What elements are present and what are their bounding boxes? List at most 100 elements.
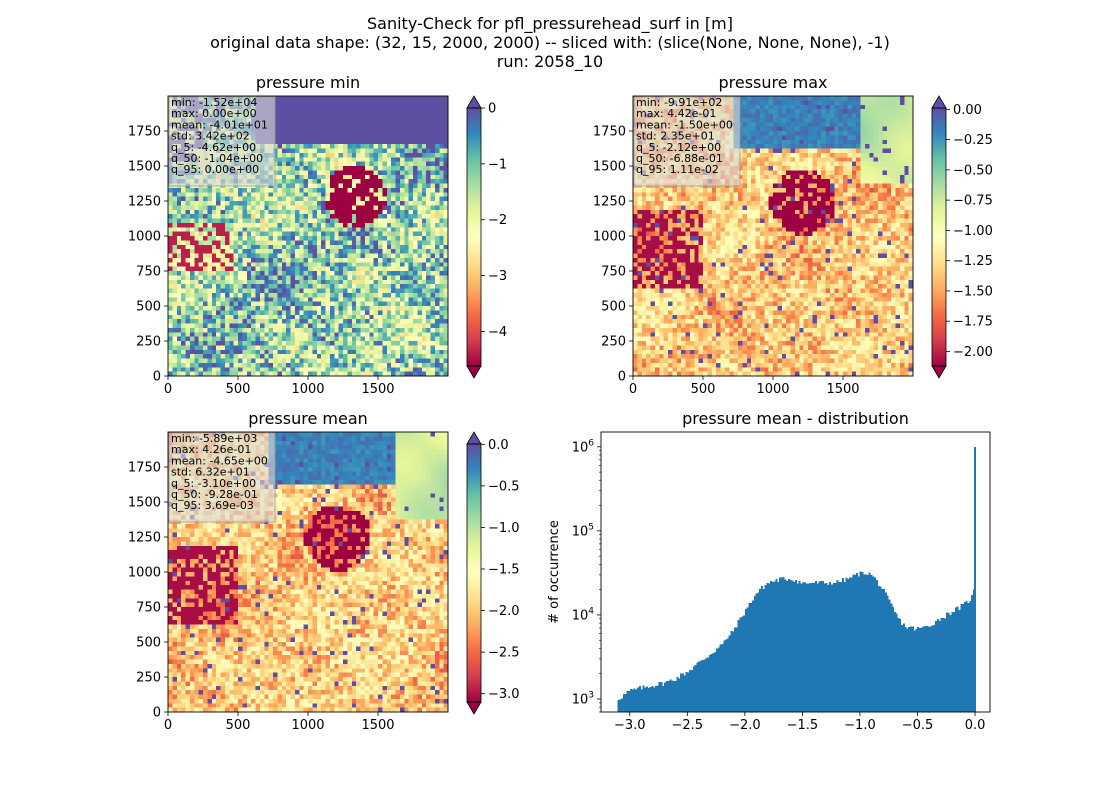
heatmap-cell bbox=[168, 319, 173, 324]
heatmap-cell bbox=[426, 144, 431, 149]
heatmap-cell bbox=[294, 109, 300, 114]
heatmap-cell bbox=[198, 319, 204, 324]
heatmap-cell bbox=[238, 218, 243, 224]
heatmap-cell bbox=[417, 275, 423, 281]
heatmap-cell bbox=[439, 306, 444, 311]
heatmap-cell bbox=[176, 314, 182, 320]
heatmap-cell bbox=[316, 279, 322, 285]
heatmap-cell bbox=[189, 306, 195, 311]
heatmap-cell bbox=[408, 179, 414, 184]
heatmap-cell bbox=[759, 109, 765, 114]
heatmap-cell bbox=[299, 187, 304, 193]
heatmap-cell bbox=[378, 174, 383, 180]
heatmap-cell bbox=[220, 323, 226, 329]
heatmap-cell bbox=[386, 275, 392, 281]
heatmap-cell bbox=[395, 362, 401, 368]
heatmap-cell bbox=[838, 131, 844, 136]
heatmap-cell bbox=[268, 306, 274, 311]
heatmap-cell bbox=[172, 319, 178, 324]
heatmap-cell bbox=[343, 183, 348, 189]
heatmap-cell bbox=[181, 362, 186, 368]
heatmap-cell bbox=[347, 345, 353, 351]
heatmap-cell bbox=[899, 139, 905, 145]
heatmap-cell bbox=[443, 166, 449, 171]
heatmap-cell bbox=[399, 314, 405, 320]
heatmap-cell bbox=[224, 284, 230, 289]
heatmap-cell bbox=[794, 113, 800, 119]
heatmap-cell bbox=[211, 266, 217, 272]
heatmap-cell bbox=[860, 135, 866, 141]
heatmap-cell bbox=[395, 358, 401, 364]
heatmap-cell bbox=[829, 109, 835, 114]
heatmap-cell bbox=[373, 358, 379, 364]
heatmap-cell bbox=[790, 109, 796, 114]
heatmap-cell bbox=[360, 126, 366, 132]
heatmap-cell bbox=[439, 323, 444, 329]
heatmap-cell bbox=[360, 122, 366, 127]
heatmap-cell bbox=[351, 306, 357, 311]
heatmap-cell bbox=[873, 104, 879, 110]
heatmap-cell bbox=[194, 236, 199, 241]
heatmap-cell bbox=[786, 126, 791, 132]
heatmap-cell bbox=[391, 135, 396, 141]
heatmap-cell bbox=[185, 271, 191, 276]
heatmap-cell bbox=[351, 336, 357, 342]
heatmap-cell bbox=[316, 354, 322, 359]
heatmap-cell bbox=[746, 122, 752, 127]
heatmap-cell bbox=[290, 323, 296, 329]
heatmap-cell bbox=[347, 306, 353, 311]
heatmap-cell bbox=[325, 148, 331, 154]
heatmap-cell bbox=[878, 131, 883, 136]
heatmap-cell bbox=[364, 214, 370, 219]
heatmap-cell bbox=[281, 362, 287, 368]
heatmap-cell bbox=[369, 362, 374, 368]
heatmap-cell bbox=[404, 205, 409, 211]
heatmap-cell bbox=[364, 161, 370, 167]
heatmap-cell bbox=[321, 341, 326, 346]
heatmap-cell bbox=[338, 148, 344, 154]
heatmap-cell bbox=[391, 227, 396, 232]
heatmap-cell bbox=[777, 109, 783, 114]
heatmap-cell bbox=[220, 371, 226, 377]
heatmap-cell bbox=[404, 367, 409, 372]
heatmap-cell bbox=[246, 306, 252, 311]
heatmap-cell bbox=[351, 122, 357, 127]
heatmap-cell bbox=[242, 367, 248, 372]
heatmap-cell bbox=[873, 126, 879, 132]
heatmap-cell bbox=[216, 249, 221, 254]
heatmap-cell bbox=[268, 222, 274, 228]
heatmap-cell bbox=[421, 262, 427, 267]
heatmap-cell bbox=[399, 157, 405, 162]
heatmap-cell bbox=[172, 227, 178, 232]
heatmap-cell bbox=[316, 336, 322, 342]
heatmap-cell bbox=[895, 139, 901, 145]
heatmap-cell bbox=[443, 332, 449, 337]
heatmap-cell bbox=[347, 332, 353, 337]
heatmap-cell bbox=[869, 96, 874, 101]
heatmap-cell bbox=[316, 236, 322, 241]
heatmap-cell bbox=[233, 327, 239, 333]
heatmap-cell bbox=[220, 266, 226, 272]
heatmap-cell bbox=[391, 244, 396, 250]
heatmap-cell bbox=[334, 257, 339, 263]
heatmap-cell bbox=[856, 122, 861, 127]
heatmap-cell bbox=[356, 367, 361, 372]
heatmap-cell bbox=[391, 109, 396, 114]
heatmap-cell bbox=[356, 161, 361, 167]
heatmap-cell bbox=[312, 96, 318, 101]
heatmap-cell bbox=[277, 205, 283, 211]
heatmap-cell bbox=[338, 187, 344, 193]
heatmap-cell bbox=[294, 174, 300, 180]
heatmap-cell bbox=[395, 332, 401, 337]
heatmap-cell bbox=[434, 319, 440, 324]
heatmap-cell bbox=[303, 157, 309, 162]
heatmap-cell bbox=[290, 152, 296, 158]
heatmap-cell bbox=[873, 148, 879, 154]
heatmap-cell bbox=[168, 367, 173, 372]
heatmap-cell bbox=[312, 354, 318, 359]
heatmap-cell bbox=[369, 349, 374, 355]
heatmap-cell bbox=[413, 174, 418, 180]
heatmap-cell bbox=[172, 209, 178, 215]
heatmap-cell bbox=[334, 100, 339, 106]
heatmap-cell bbox=[378, 161, 383, 167]
